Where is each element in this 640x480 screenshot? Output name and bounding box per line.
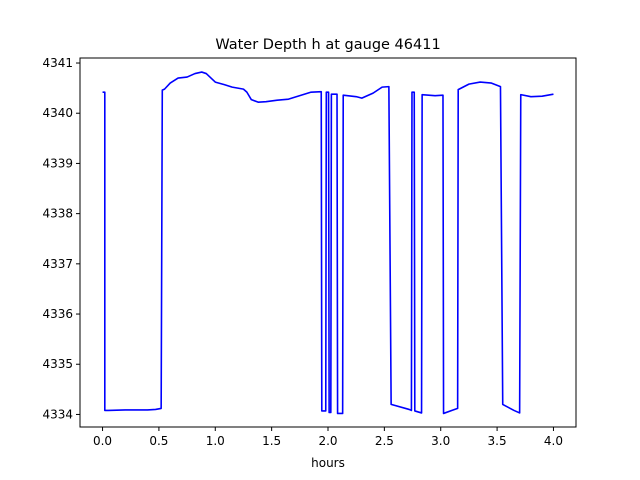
y-tick-label: 4339 — [42, 156, 73, 170]
series-line-0 — [102, 71, 554, 415]
y-tick-label: 4337 — [42, 257, 73, 271]
x-tick-label: 2.5 — [375, 434, 394, 448]
x-axis-label: hours — [311, 456, 345, 470]
y-tick-label: 4340 — [42, 106, 73, 120]
x-tick-label: 3.5 — [488, 434, 507, 448]
x-tick-label: 0.0 — [93, 434, 112, 448]
y-tick-label: 4334 — [42, 407, 73, 421]
y-tick-label: 4335 — [42, 357, 73, 371]
x-tick-label: 1.5 — [262, 434, 281, 448]
x-tick-label: 1.0 — [206, 434, 225, 448]
x-tick-label: 0.5 — [149, 434, 168, 448]
chart-title: Water Depth h at gauge 46411 — [215, 37, 440, 53]
x-tick-label: 3.0 — [431, 434, 450, 448]
y-tick-label: 4338 — [42, 207, 73, 221]
y-tick-label: 4341 — [42, 56, 73, 70]
y-tick-label: 4336 — [42, 307, 73, 321]
x-tick-label: 2.0 — [318, 434, 337, 448]
plot-area: 0.0 0.5 1.0 1.5 2.0 2.5 3.0 3.5 4.0 4334 4335 4336 4… — [42, 56, 577, 448]
x-tick-label: 4.0 — [544, 434, 563, 448]
